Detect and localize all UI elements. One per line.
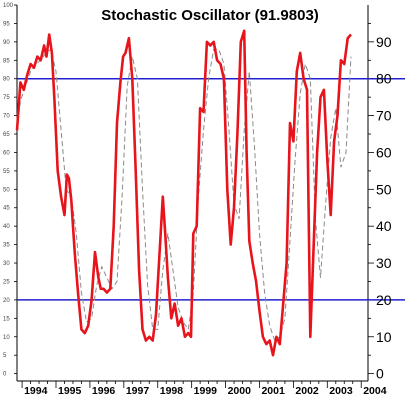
y-tick-label-left: 35: [3, 243, 10, 249]
stochastic-line: [15, 29, 352, 357]
x-tick-label: 2002: [295, 385, 319, 397]
y-tick-label-right: 30: [376, 255, 392, 271]
y-tick-label-left: 60: [3, 150, 10, 156]
tick-labels: 0 5 10 15 20 25 30 35 40 45 50 55 60 65 70 75 80 85 90 95 10…: [3, 3, 392, 397]
y-tick-label-left: 10: [3, 335, 10, 341]
x-tick-label: 1998: [160, 385, 184, 397]
x-tick-label: 2001: [261, 385, 285, 397]
y-tick-label-right: 50: [376, 181, 392, 197]
y-tick-label-left: 0: [3, 372, 7, 378]
y-tick-label-left: 45: [3, 206, 10, 212]
x-tick-label: 1999: [194, 385, 218, 397]
x-tick-label: 2004: [363, 385, 387, 397]
axes: [14, 4, 374, 388]
y-tick-label-left: 30: [3, 261, 10, 267]
y-tick-label-left: 15: [3, 316, 10, 322]
x-tick-label: 1995: [58, 385, 82, 397]
series-layer: [15, 29, 352, 357]
y-tick-label-left: 80: [3, 77, 10, 83]
y-tick-label-right: 90: [376, 34, 392, 50]
y-tick-label-left: 95: [3, 21, 10, 27]
x-tick-label: 1994: [24, 385, 48, 397]
y-tick-label-left: 85: [3, 58, 10, 64]
x-tick-label: 1996: [92, 385, 116, 397]
y-tick-label-right: 40: [376, 218, 392, 234]
y-tick-label-left: 75: [3, 95, 10, 101]
y-tick-label-left: 70: [3, 114, 10, 120]
y-tick-label-right: 70: [376, 108, 392, 124]
y-tick-label-left: 50: [3, 187, 10, 193]
y-tick-label-right: 0: [376, 366, 384, 382]
y-tick-label-left: 25: [3, 279, 10, 285]
y-tick-label-left: 90: [3, 40, 10, 46]
y-tick-label-left: 65: [3, 132, 10, 138]
y-tick-label-left: 5: [3, 353, 7, 359]
y-tick-label-left: 100: [3, 3, 14, 9]
y-tick-label-left: 40: [3, 224, 10, 230]
x-tick-label: 2000: [228, 385, 252, 397]
y-tick-label-right: 80: [376, 71, 392, 87]
y-tick-label-right: 20: [376, 292, 392, 308]
y-tick-label-right: 10: [376, 329, 392, 345]
chart-title: Stochastic Oscillator (91.9803): [101, 7, 319, 24]
y-tick-label-left: 55: [3, 169, 10, 175]
x-tick-label: 2003: [329, 385, 353, 397]
y-tick-label-right: 60: [376, 144, 392, 160]
y-tick-label-left: 20: [3, 298, 10, 304]
x-tick-label: 1997: [126, 385, 150, 397]
